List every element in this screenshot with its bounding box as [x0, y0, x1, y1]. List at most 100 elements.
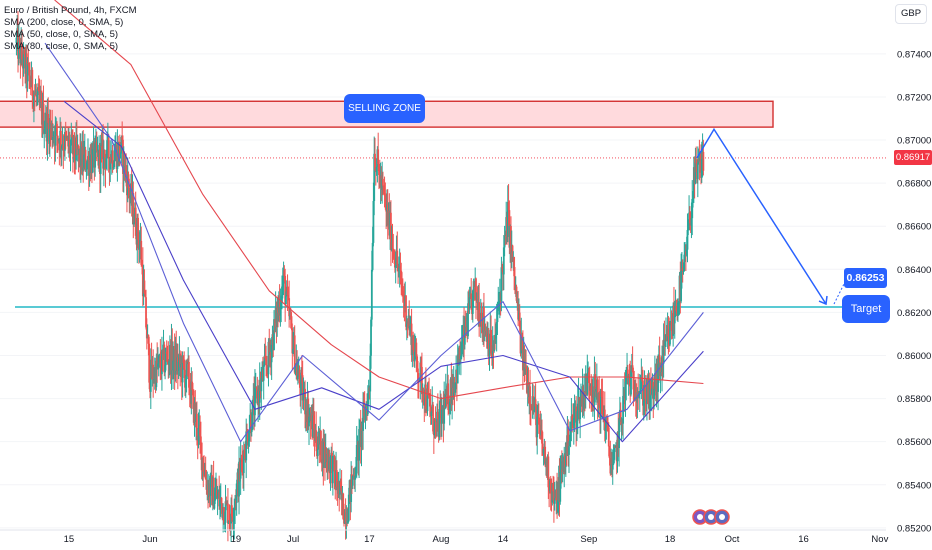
selling-zone-label[interactable]: SELLING ZONE [344, 94, 425, 123]
candle-body [412, 336, 415, 350]
candle-body [680, 271, 683, 302]
candle-body [298, 369, 301, 384]
candle-body [54, 126, 57, 146]
candle-body [464, 318, 467, 331]
candle-body [556, 500, 559, 513]
candle-body [421, 366, 423, 395]
candle-body [95, 141, 98, 152]
legend-sma-50[interactable]: SMA (50, close, 0, SMA, 5) [4, 29, 119, 40]
y-tick-label: 0.87000 [897, 136, 931, 147]
candle-body [48, 122, 51, 144]
sma-50-line[interactable] [44, 42, 704, 443]
target-price-label[interactable]: 0.86253 [844, 268, 887, 288]
candle-body [683, 254, 686, 271]
candle-body [405, 321, 408, 327]
candle-body [502, 247, 505, 275]
candle-body [532, 396, 535, 412]
candle-body [105, 158, 108, 169]
candle-body [100, 146, 103, 148]
candle-body [568, 446, 570, 455]
candle-body [347, 494, 350, 521]
candle-body [547, 456, 550, 488]
candle-body [163, 344, 166, 373]
candle-body [37, 87, 40, 92]
candle-body [673, 316, 676, 324]
candle-body [307, 398, 310, 427]
sma-80-line[interactable] [63, 100, 704, 443]
candle-body [52, 137, 54, 140]
candle-body [373, 153, 376, 201]
last-price-tag: 0.86917 [894, 150, 932, 165]
candle-body [624, 381, 627, 399]
candle-body [374, 153, 376, 170]
candle-body [500, 267, 503, 301]
candle-body [339, 481, 342, 488]
candle-body [281, 283, 284, 287]
x-tick-label: 18 [665, 534, 676, 545]
y-tick-label: 0.87200 [897, 92, 931, 103]
candle-body [468, 297, 471, 309]
candle-body [22, 50, 25, 69]
candle-body [632, 372, 635, 390]
candle-body [106, 140, 108, 159]
candle-body [534, 399, 537, 407]
candle-body [544, 446, 547, 466]
candle-body [140, 240, 143, 265]
candle-body [625, 374, 628, 382]
target-label[interactable]: Target [842, 295, 890, 323]
candle-body [417, 368, 419, 382]
candle-body [258, 380, 261, 403]
candle-body [262, 365, 265, 381]
candle-body [157, 363, 159, 367]
candle-body [171, 341, 174, 371]
candle-body [267, 341, 270, 375]
candle-body [29, 75, 31, 85]
candle-body [138, 244, 141, 250]
legend-sma-80[interactable]: SMA (80, close, 0, SMA, 5) [4, 41, 119, 52]
x-tick-label: Jun [142, 534, 157, 545]
chart-legend: Euro / British Pound, 4h, FXCM SMA (200,… [4, 5, 137, 53]
candle-body [265, 364, 268, 369]
currency-label[interactable]: GBP [895, 4, 927, 24]
candle-body [371, 242, 374, 270]
legend-symbol[interactable]: Euro / British Pound, 4h, FXCM [4, 5, 137, 16]
candle-body [687, 229, 690, 231]
events-icon[interactable] [692, 508, 737, 528]
candle-body [213, 500, 216, 509]
candle-body [631, 365, 634, 373]
candle-body [188, 387, 191, 391]
candle-body [128, 187, 131, 198]
candle-body [339, 481, 341, 495]
legend-sma-200[interactable]: SMA (200, close, 0, SMA, 5) [4, 17, 124, 28]
candle-body [375, 166, 378, 173]
candle-body [401, 284, 403, 292]
candle-body [64, 132, 66, 151]
candle-body [168, 361, 170, 365]
candle-body [218, 492, 221, 507]
sma-200-line[interactable] [54, 0, 704, 400]
candle-body [470, 293, 473, 300]
candle-body [181, 356, 184, 383]
candle-body [370, 269, 373, 320]
candle-body [214, 492, 217, 501]
candle-body [433, 418, 436, 436]
candle-body [113, 160, 116, 168]
candle-body [573, 409, 576, 419]
candle-body [56, 135, 59, 142]
candle-body [524, 367, 527, 375]
candle-body [109, 156, 112, 170]
y-tick-label: 0.86400 [897, 265, 931, 276]
candle-body [539, 424, 542, 436]
candle-body [99, 146, 102, 174]
candle-body [120, 137, 123, 154]
projection-arrow[interactable] [696, 127, 827, 305]
candle-body [143, 280, 146, 294]
candle-body [241, 459, 244, 463]
candle-body [533, 410, 535, 412]
x-tick-label: Sep [580, 534, 597, 545]
candle-body [586, 373, 589, 395]
candle-body [383, 191, 386, 196]
candle-body [392, 248, 395, 251]
y-tick-label: 0.86200 [897, 308, 931, 319]
